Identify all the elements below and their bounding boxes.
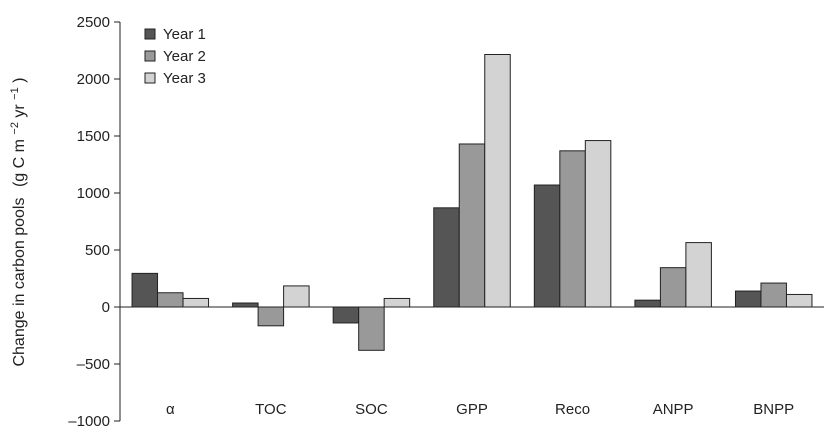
bar-year-1 bbox=[533, 184, 561, 308]
bar-year-3 bbox=[584, 140, 612, 308]
bar-year-2 bbox=[358, 306, 385, 351]
y-tick-label: –500 bbox=[77, 356, 110, 373]
bar-year-1 bbox=[332, 306, 360, 324]
legend-label: Year 2 bbox=[163, 48, 206, 65]
x-category-labels: α TOC SOC GPP Reco ANPP BNPP bbox=[166, 401, 794, 418]
y-tick-label: 500 bbox=[85, 242, 110, 259]
y-axis-title-unit-1: (g C m bbox=[11, 139, 28, 187]
y-axis-title-main: Change in carbon pools bbox=[11, 198, 28, 367]
x-category-label: Reco bbox=[555, 401, 590, 418]
bar-year-1 bbox=[433, 207, 460, 308]
y-ticks-group: –1000 –500 0 500 1000 1500 2000 2500 bbox=[68, 14, 120, 428]
x-category-label: GPP bbox=[456, 401, 488, 418]
x-category-label: α bbox=[166, 401, 175, 418]
bar-year-2 bbox=[559, 150, 586, 308]
bar-year-3 bbox=[383, 297, 411, 308]
bar-year-3 bbox=[484, 53, 511, 308]
axes-group bbox=[119, 22, 824, 421]
bar-year-1 bbox=[131, 272, 159, 308]
x-category-label: TOC bbox=[255, 401, 287, 418]
x-category-label: BNPP bbox=[753, 401, 794, 418]
y-tick-label: 2000 bbox=[77, 71, 110, 88]
y-tick-label: 1500 bbox=[77, 128, 110, 145]
bar-year-2 bbox=[659, 267, 687, 308]
y-axis-title-unit-sup-2: −1 bbox=[9, 87, 21, 100]
legend-swatch bbox=[144, 28, 156, 40]
y-tick-label: 1000 bbox=[77, 185, 110, 202]
x-category-label: ANPP bbox=[653, 401, 694, 418]
y-axis-title: Change in carbon pools (g C m −2 yr −1 ) bbox=[9, 77, 28, 366]
legend-label: Year 3 bbox=[163, 70, 206, 87]
x-category-label: SOC bbox=[355, 401, 388, 418]
bar-year-3 bbox=[685, 242, 712, 308]
bar-year-2 bbox=[458, 143, 486, 308]
y-axis-title-unit-sup-1: −2 bbox=[9, 122, 21, 135]
bar-year-2 bbox=[157, 292, 184, 308]
y-tick-label: 0 bbox=[102, 299, 110, 316]
bar-year-2 bbox=[760, 282, 787, 308]
bar-year-3 bbox=[785, 293, 813, 308]
bar-year-1 bbox=[734, 290, 762, 308]
legend-swatch bbox=[144, 50, 156, 62]
y-axis-title-unit-3: ) bbox=[11, 77, 28, 82]
bar-year-1 bbox=[232, 302, 259, 308]
bar-year-2 bbox=[257, 306, 285, 327]
legend-swatch bbox=[144, 72, 156, 84]
bar-year-3 bbox=[182, 297, 210, 308]
y-tick-label: –1000 bbox=[68, 413, 110, 428]
y-axis-title-unit-2: yr bbox=[11, 104, 28, 118]
bars-group bbox=[131, 53, 813, 351]
bar-year-3 bbox=[283, 285, 310, 308]
bar-year-1 bbox=[634, 299, 661, 308]
legend: Year 1 Year 2 Year 3 bbox=[144, 26, 206, 87]
legend-label: Year 1 bbox=[163, 26, 206, 43]
y-tick-label: 2500 bbox=[77, 14, 110, 31]
